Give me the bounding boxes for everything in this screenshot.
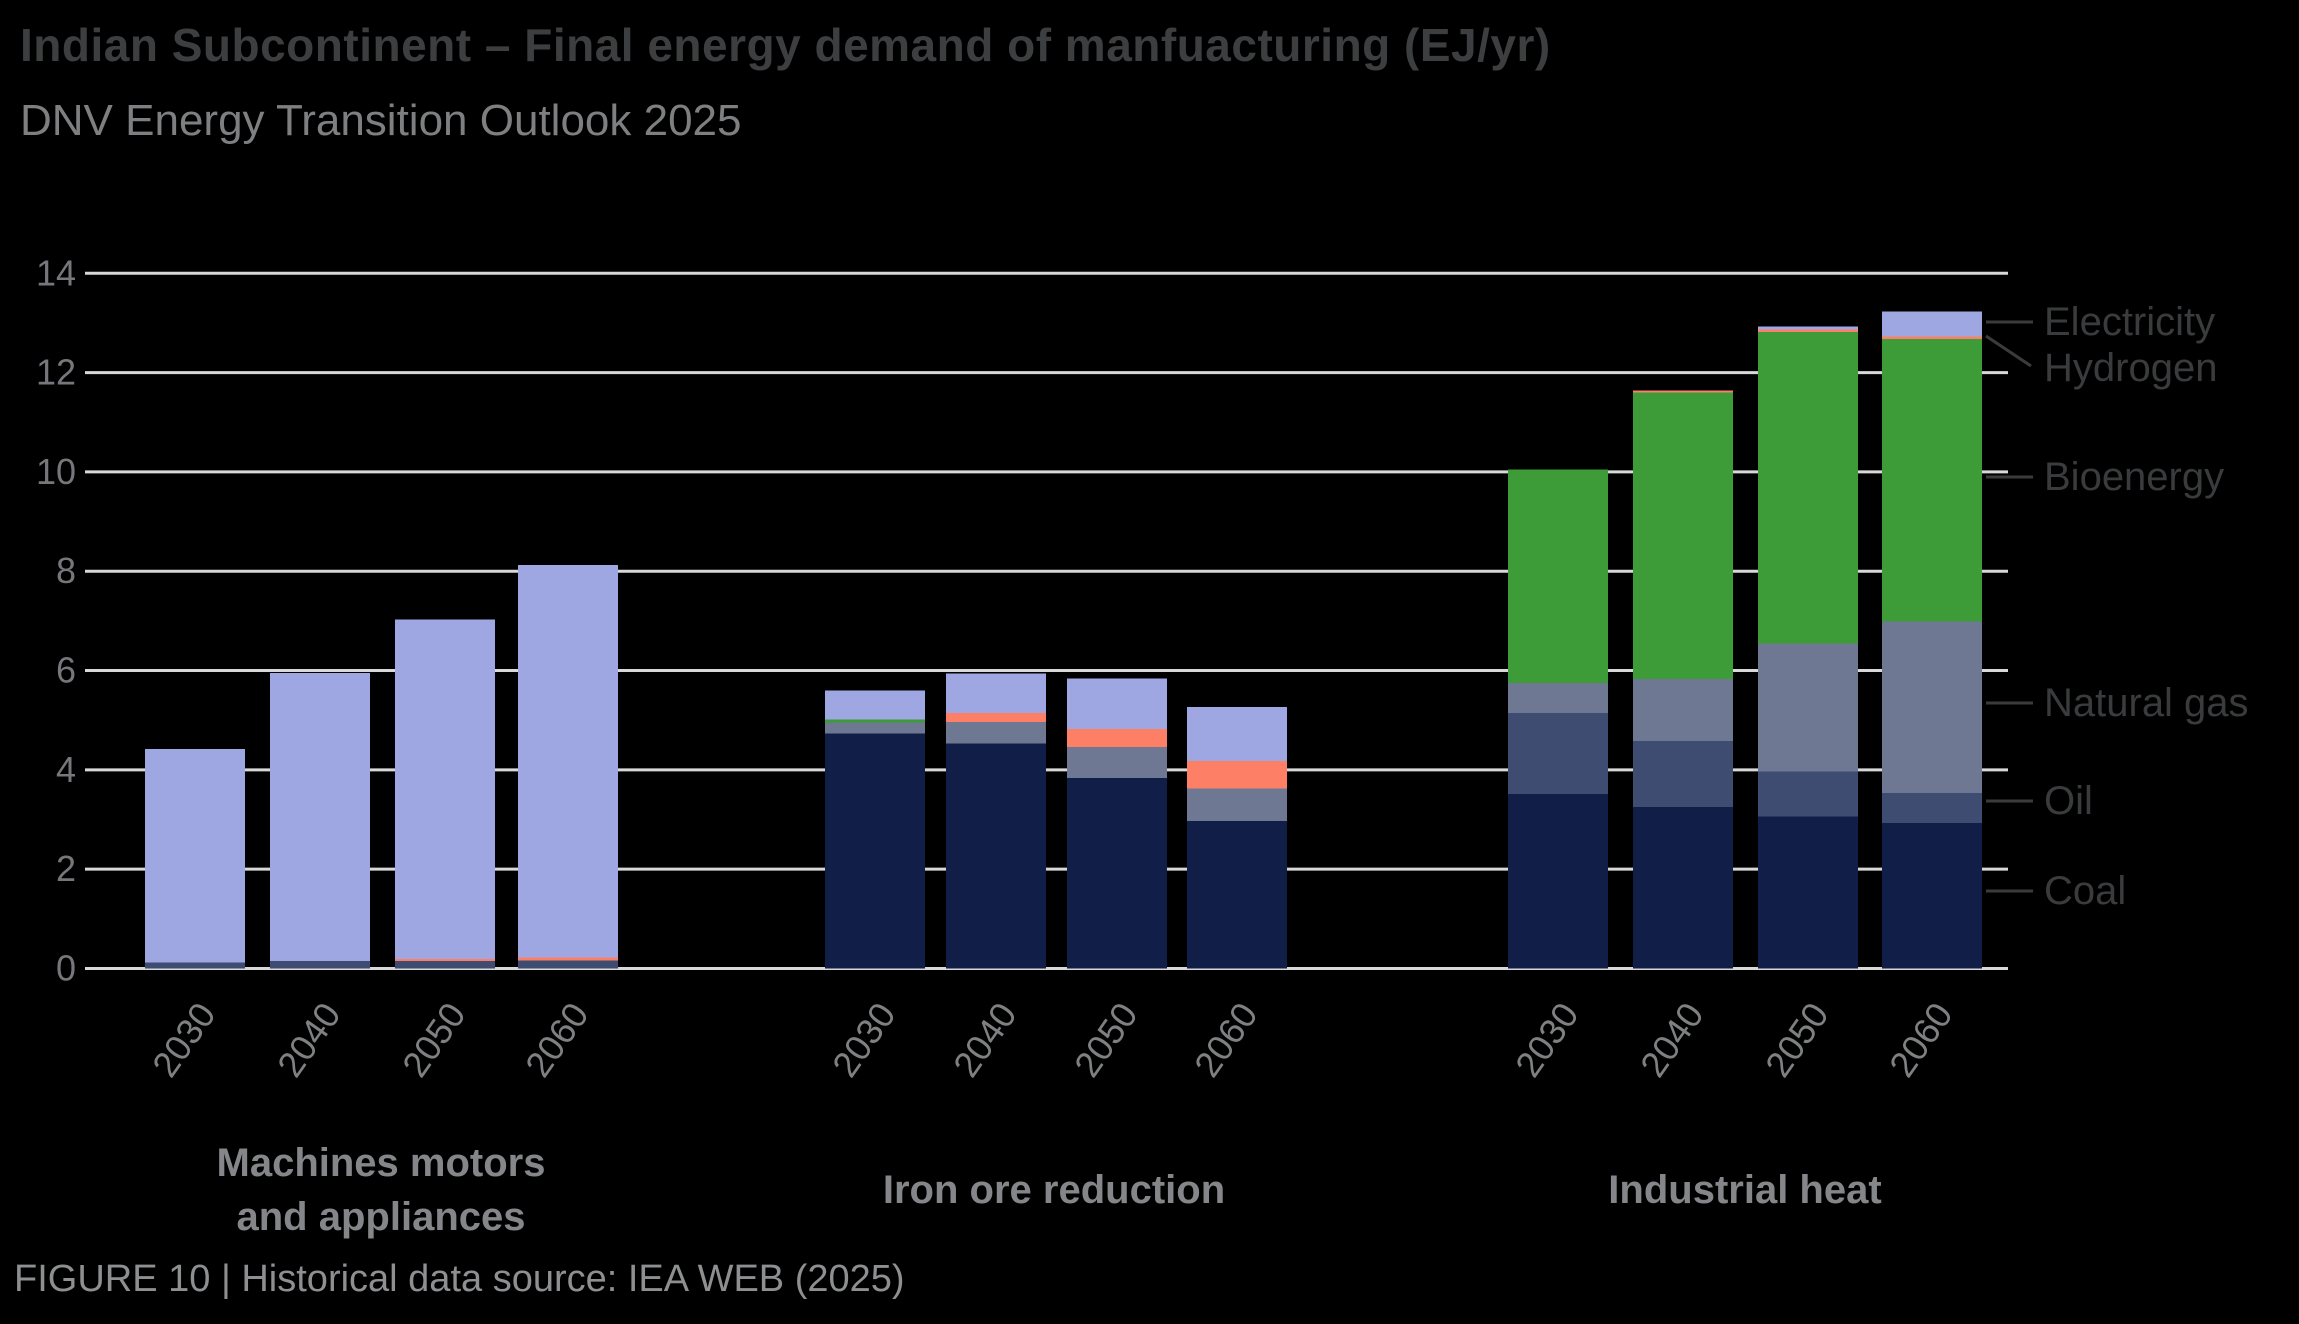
y-axis-tick-2: 2 bbox=[56, 848, 76, 889]
x-axis-year-label-2030: 2030 bbox=[1507, 995, 1587, 1084]
group-label-machines-motors-and-appliances: and appliances bbox=[237, 1195, 526, 1239]
bar-segment-machines-motors-and-appliances-2050-oil bbox=[395, 961, 495, 969]
bar-segment-iron-ore-reduction-2030-bioenergy bbox=[825, 719, 925, 723]
bar-segment-machines-motors-and-appliances-2040-electricity bbox=[270, 673, 370, 962]
bar-segment-industrial-heat-2050-electricity bbox=[1758, 326, 1858, 330]
y-axis-tick-8: 8 bbox=[56, 550, 76, 591]
bar-segment-iron-ore-reduction-2040-natural-gas bbox=[946, 722, 1046, 744]
bar-segment-industrial-heat-2030-bioenergy bbox=[1508, 469, 1608, 683]
x-axis-year-label-2050: 2050 bbox=[1757, 995, 1837, 1084]
legend-label-coal: Coal bbox=[2044, 869, 2126, 913]
legend-label-natural-gas: Natural gas bbox=[2044, 681, 2249, 725]
bar-segment-iron-ore-reduction-2040-electricity bbox=[946, 673, 1046, 714]
bar-segment-industrial-heat-2050-hydrogen bbox=[1758, 329, 1858, 332]
bar-segment-machines-motors-and-appliances-2030-oil bbox=[145, 962, 245, 969]
bar-segment-iron-ore-reduction-2050-natural-gas bbox=[1067, 747, 1167, 778]
legend-label-bioenergy: Bioenergy bbox=[2044, 455, 2224, 499]
bar-segment-industrial-heat-2060-oil bbox=[1882, 793, 1982, 823]
x-axis-year-label-2060: 2060 bbox=[1881, 995, 1961, 1084]
bar-segment-industrial-heat-2040-hydrogen bbox=[1633, 390, 1733, 393]
bar-segment-iron-ore-reduction-2060-electricity bbox=[1187, 706, 1287, 761]
x-axis-year-label-2050: 2050 bbox=[394, 995, 474, 1084]
group-label-machines-motors-and-appliances: Machines motors bbox=[217, 1141, 546, 1185]
bar-segment-industrial-heat-2040-coal bbox=[1633, 807, 1733, 969]
x-axis-year-label-2040: 2040 bbox=[269, 995, 349, 1084]
x-axis-year-label-2040: 2040 bbox=[945, 995, 1025, 1084]
x-axis-year-label-2060: 2060 bbox=[1186, 995, 1266, 1084]
x-axis-year-label-2040: 2040 bbox=[1632, 995, 1712, 1084]
bar-segment-machines-motors-and-appliances-2030-electricity bbox=[145, 749, 245, 963]
bar-segment-machines-motors-and-appliances-2050-hydrogen bbox=[395, 959, 495, 962]
bar-segment-machines-motors-and-appliances-2040-oil bbox=[270, 961, 370, 969]
bar-segment-machines-motors-and-appliances-2060-hydrogen bbox=[518, 957, 618, 961]
bar-segment-industrial-heat-2060-bioenergy bbox=[1882, 338, 1982, 622]
chart-subtitle: DNV Energy Transition Outlook 2025 bbox=[20, 96, 742, 145]
legend-callout-line-hydrogen bbox=[1985, 334, 2032, 368]
bar-segment-industrial-heat-2050-natural-gas bbox=[1758, 643, 1858, 772]
group-label-iron-ore-reduction: Iron ore reduction bbox=[883, 1168, 1225, 1212]
y-axis-tick-0: 0 bbox=[56, 948, 76, 989]
x-axis-year-label-2060: 2060 bbox=[517, 995, 597, 1084]
bar-segment-machines-motors-and-appliances-2060-electricity bbox=[518, 564, 618, 958]
chart-title: Indian Subcontinent – Final energy deman… bbox=[20, 19, 1551, 71]
bar-segment-iron-ore-reduction-2050-hydrogen bbox=[1067, 729, 1167, 748]
bar-segment-iron-ore-reduction-2060-natural-gas bbox=[1187, 788, 1287, 822]
x-axis-year-label-2030: 2030 bbox=[824, 995, 904, 1084]
legend-label-oil: Oil bbox=[2044, 779, 2093, 823]
bar-segment-iron-ore-reduction-2040-coal bbox=[946, 743, 1046, 969]
bar-segment-industrial-heat-2040-bioenergy bbox=[1633, 392, 1733, 679]
y-axis-tick-6: 6 bbox=[56, 650, 76, 691]
bar-segment-industrial-heat-2060-coal bbox=[1882, 822, 1982, 969]
bar-segment-iron-ore-reduction-2060-hydrogen bbox=[1187, 760, 1287, 789]
bar-segment-industrial-heat-2050-bioenergy bbox=[1758, 331, 1858, 644]
bar-segment-iron-ore-reduction-2030-electricity bbox=[825, 690, 925, 720]
bar-segment-industrial-heat-2030-oil bbox=[1508, 713, 1608, 795]
group-label-industrial-heat: Industrial heat bbox=[1608, 1168, 1881, 1212]
y-axis-tick-12: 12 bbox=[36, 352, 76, 393]
bar-segment-iron-ore-reduction-2050-electricity bbox=[1067, 678, 1167, 730]
bar-segment-industrial-heat-2050-oil bbox=[1758, 771, 1858, 817]
bar-segment-iron-ore-reduction-2030-natural-gas bbox=[825, 722, 925, 734]
x-axis-year-label-2030: 2030 bbox=[144, 995, 224, 1084]
bar-segment-industrial-heat-2060-hydrogen bbox=[1882, 336, 1982, 339]
bar-segment-industrial-heat-2030-coal bbox=[1508, 794, 1608, 969]
figure-caption: FIGURE 10 | Historical data source: IEA … bbox=[14, 1258, 905, 1300]
bar-segment-machines-motors-and-appliances-2060-oil bbox=[518, 960, 618, 969]
bar-segment-industrial-heat-2030-natural-gas bbox=[1508, 682, 1608, 714]
bar-segment-industrial-heat-2040-oil bbox=[1633, 741, 1733, 808]
legend-label-hydrogen: Hydrogen bbox=[2044, 346, 2217, 390]
x-axis-year-label-2050: 2050 bbox=[1066, 995, 1146, 1084]
bar-segment-industrial-heat-2060-electricity bbox=[1882, 311, 1982, 337]
bar-segment-industrial-heat-2050-coal bbox=[1758, 816, 1858, 969]
legend-label-electricity: Electricity bbox=[2044, 300, 2215, 344]
bar-segment-iron-ore-reduction-2060-coal bbox=[1187, 821, 1287, 969]
y-axis-tick-14: 14 bbox=[36, 252, 76, 293]
bar-segment-machines-motors-and-appliances-2050-electricity bbox=[395, 619, 495, 960]
bar-segment-industrial-heat-2060-natural-gas bbox=[1882, 621, 1982, 794]
y-axis-tick-4: 4 bbox=[56, 749, 76, 790]
bar-segment-iron-ore-reduction-2030-coal bbox=[825, 733, 925, 969]
y-axis-tick-10: 10 bbox=[36, 451, 76, 492]
bar-segment-industrial-heat-2040-natural-gas bbox=[1633, 678, 1733, 742]
bar-segment-iron-ore-reduction-2040-hydrogen bbox=[946, 713, 1046, 723]
bar-segment-iron-ore-reduction-2050-coal bbox=[1067, 777, 1167, 969]
